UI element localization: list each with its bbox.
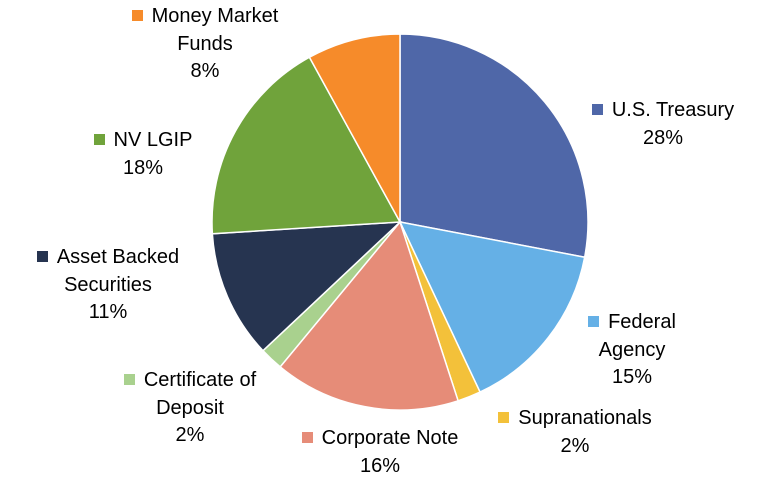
legend-swatch <box>123 374 135 385</box>
pie-slice <box>398 220 586 394</box>
value-label: 8% <box>190 60 220 82</box>
legend-swatch <box>591 104 603 115</box>
slice-label: Supranationals 2% <box>465 405 685 460</box>
slice-label: Federal Agency 15% <box>572 309 692 392</box>
slice-label: U.S. Treasury 28% <box>553 97 761 152</box>
pie-slice <box>308 33 401 223</box>
pie-slice <box>279 220 460 411</box>
legend-swatch <box>301 432 313 443</box>
category-name: Money Market Funds <box>151 5 279 55</box>
legend-swatch <box>36 251 48 262</box>
slice-label: Money Market Funds 8% <box>118 3 293 86</box>
category-name: Asset Backed Securities <box>56 246 180 296</box>
pie-slice <box>399 33 589 259</box>
category-name: Corporate Note <box>321 427 459 449</box>
pie-slice <box>211 221 403 352</box>
value-label: 2% <box>560 434 590 457</box>
value-label: 15% <box>611 366 653 388</box>
legend-swatch <box>131 10 143 21</box>
category-name: Federal Agency <box>598 311 676 361</box>
slice-label: Asset Backed Securities 11% <box>23 244 193 327</box>
legend-swatch <box>93 134 105 145</box>
value-label: 11% <box>88 301 128 323</box>
slice-label: Corporate Note 16% <box>270 425 490 480</box>
category-name: NV LGIP <box>113 129 193 151</box>
pie-slice <box>211 56 402 235</box>
category-name: Supranationals <box>518 407 652 429</box>
value-label: 2% <box>175 424 205 446</box>
category-name: U.S. Treasury <box>611 99 735 121</box>
value-label: 16% <box>359 454 401 477</box>
category-name: Certificate of Deposit <box>143 369 257 419</box>
slice-label: NV LGIP 18% <box>43 127 243 182</box>
value-label: 28% <box>642 126 684 149</box>
value-label: 18% <box>122 156 164 179</box>
slice-label: Certificate of Deposit 2% <box>100 367 280 450</box>
legend-swatch <box>588 316 600 327</box>
legend-swatch <box>498 412 510 423</box>
